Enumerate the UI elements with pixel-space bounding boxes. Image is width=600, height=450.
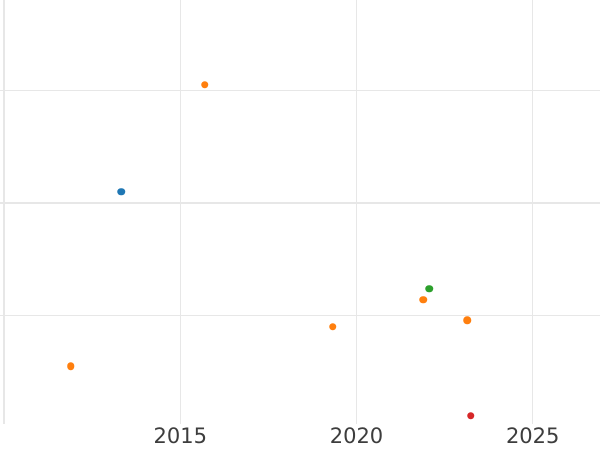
vertical-gridline xyxy=(179,0,181,424)
scatter-point-orange xyxy=(419,296,428,304)
scatter-point-orange xyxy=(66,362,75,370)
horizontal-gridline xyxy=(0,89,600,92)
scatter-point-green xyxy=(425,284,434,293)
vertical-gridline xyxy=(3,0,5,424)
x-tick-label: 2015 xyxy=(153,424,207,448)
plot-area xyxy=(0,0,600,424)
x-axis: 2015 2020 2025 xyxy=(0,424,600,450)
horizontal-gridline xyxy=(0,314,600,317)
scatter-point-orange xyxy=(329,323,337,331)
scatter-point-orange xyxy=(201,81,209,89)
scatter-point-red xyxy=(466,411,475,420)
x-tick-label: 2025 xyxy=(505,424,560,448)
vertical-gridline xyxy=(355,0,358,424)
x-tick-label: 2020 xyxy=(329,424,384,448)
scatter-point-orange xyxy=(463,316,472,324)
scatter-point-blue xyxy=(117,187,126,196)
vertical-gridline xyxy=(532,0,534,424)
horizontal-gridline xyxy=(0,202,600,204)
